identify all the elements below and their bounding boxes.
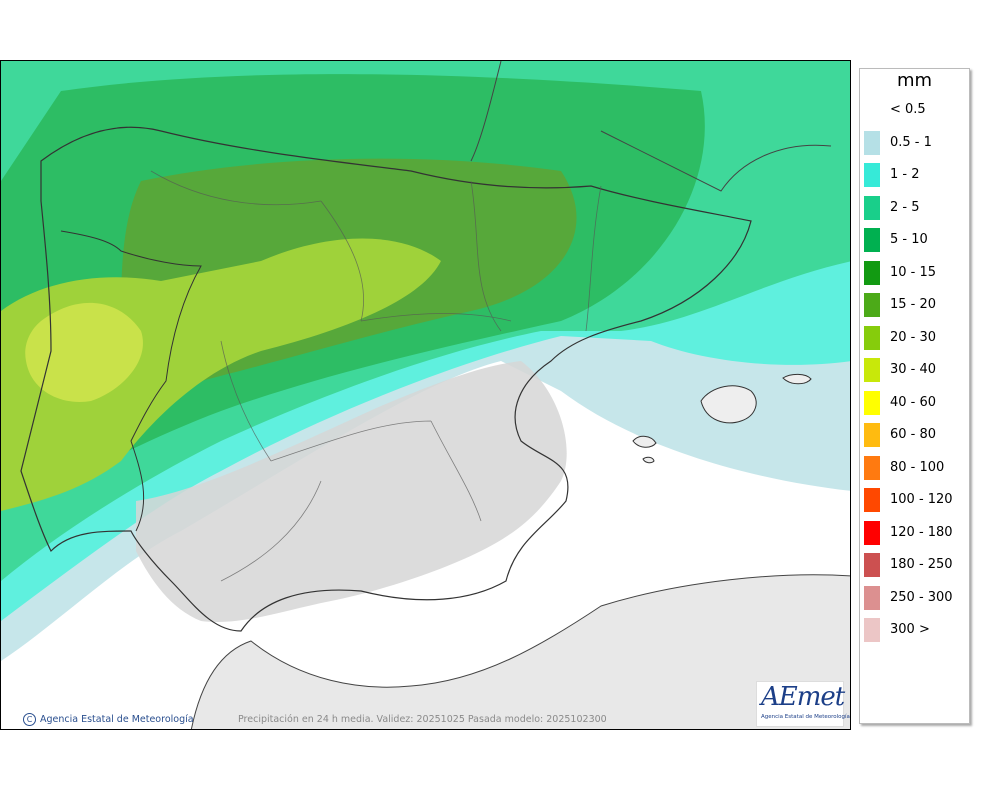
legend-label: 5 - 10	[890, 232, 928, 247]
legend-item: 80 - 100	[864, 455, 969, 480]
menorca-island	[782, 373, 812, 385]
legend-swatch	[864, 390, 880, 415]
legend-item: 10 - 15	[864, 260, 969, 285]
legend-item: 0.5 - 1	[864, 130, 969, 155]
credit-text: Agencia Estatal de Meteorología	[40, 714, 194, 725]
regional-borders	[150, 170, 602, 582]
legend-unit: mm	[896, 70, 933, 91]
legend-swatch	[864, 260, 880, 285]
legend-swatch	[864, 455, 880, 480]
legend-item: 40 - 60	[864, 390, 969, 415]
legend-swatch	[864, 195, 880, 220]
legend-swatch	[864, 423, 880, 447]
precipitation-map: C Agencia Estatal de Meteorología Precipi…	[0, 60, 851, 730]
legend-item: 300 >	[864, 618, 969, 642]
legend-label: 2 - 5	[890, 199, 920, 215]
precip-band-20-30	[1, 238, 441, 511]
legend-item: 5 - 10	[864, 228, 969, 252]
legend-label: 100 - 120	[890, 492, 953, 507]
legend-item: 250 - 300	[864, 585, 969, 610]
portugal-border	[60, 230, 202, 532]
logo-text: AEmet	[761, 682, 845, 712]
legend-item: 180 - 250	[864, 553, 969, 577]
legend-label: 20 - 30	[890, 329, 937, 345]
legend-label: 80 - 100	[890, 459, 945, 475]
iberia-coastline	[20, 126, 752, 632]
legend-label: < 0.5	[890, 102, 926, 117]
legend-item: 60 - 80	[864, 423, 969, 447]
legend-item: 15 - 20	[864, 293, 969, 317]
mallorca-island	[700, 385, 757, 424]
legend-swatch	[864, 293, 880, 317]
legend-swatch	[864, 130, 880, 155]
legend-item: 100 - 120	[864, 488, 969, 512]
precip-band-30-40	[25, 302, 143, 402]
legend-label: 15 - 20	[890, 297, 937, 312]
legend-swatch	[864, 228, 880, 252]
ibiza-island	[632, 435, 657, 448]
legend-item: 30 - 40	[864, 358, 969, 382]
aemet-logo: AEmet Agencia Estatal de Meteorología	[756, 681, 850, 727]
legend-item: 1 - 2	[864, 163, 969, 187]
copyright-icon: C	[23, 713, 36, 726]
map-caption: Precipitación en 24 h media. Validez: 20…	[238, 714, 607, 725]
legend-swatch	[864, 163, 880, 187]
legend-label: 30 - 40	[890, 362, 937, 377]
legend-label: 60 - 80	[890, 427, 937, 442]
legend-swatch	[864, 585, 880, 610]
legend-swatch	[864, 325, 880, 350]
legend-item: 120 - 180	[864, 520, 969, 545]
legend-panel: mm < 0.5 0.5 - 1 1 - 2 2 - 5 5 - 10 10 - 15 15…	[859, 68, 970, 724]
legend-swatch	[864, 358, 880, 382]
legend-item: < 0.5	[864, 98, 969, 122]
north-africa-land	[190, 574, 850, 729]
legend-label: 250 - 300	[890, 589, 953, 605]
balearic-small	[642, 456, 655, 464]
legend-swatch	[864, 488, 880, 512]
legend-label: 10 - 15	[890, 264, 937, 280]
map-canvas	[1, 61, 850, 729]
legend-label: 0.5 - 1	[890, 134, 932, 150]
legend-item: 2 - 5	[864, 195, 969, 220]
legend-label: 120 - 180	[890, 524, 953, 540]
legend-label: 40 - 60	[890, 394, 937, 410]
logo-subtitle: Agencia Estatal de Meteorología	[761, 714, 850, 720]
france-land	[470, 61, 832, 192]
legend-swatch	[864, 520, 880, 545]
credit-line: C Agencia Estatal de Meteorología	[23, 713, 194, 726]
legend-item: 20 - 30	[864, 325, 969, 350]
legend-label: 300 >	[890, 622, 930, 637]
legend-swatch	[864, 553, 880, 577]
legend-swatch	[864, 98, 880, 122]
legend-label: 1 - 2	[890, 167, 920, 182]
legend-swatch	[864, 618, 880, 642]
dry-south-relief	[136, 361, 567, 622]
legend-label: 180 - 250	[890, 557, 953, 572]
